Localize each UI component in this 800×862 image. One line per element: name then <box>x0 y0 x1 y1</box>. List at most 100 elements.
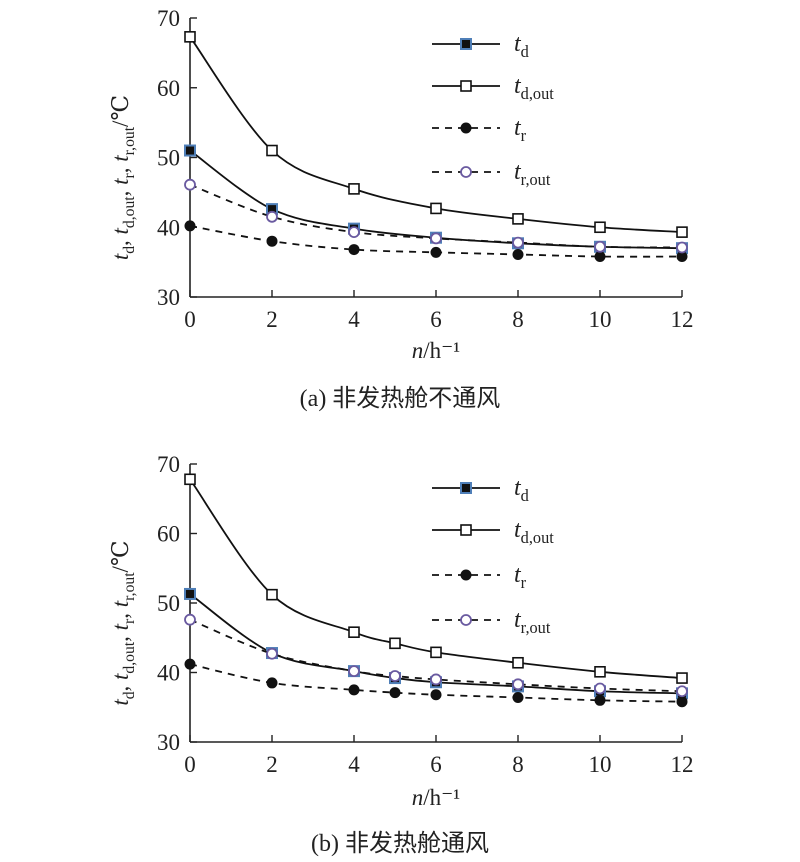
data-point <box>266 144 278 157</box>
data-point <box>676 685 688 698</box>
data-point <box>348 684 360 696</box>
data-point <box>676 696 688 708</box>
data-point <box>184 587 196 600</box>
legend-entry: tr <box>432 562 527 592</box>
data-point <box>512 213 524 225</box>
y-tick-label: 30 <box>157 285 180 310</box>
x-tick-label: 8 <box>512 307 524 332</box>
legend-label: tr <box>514 115 527 145</box>
data-point <box>266 647 278 660</box>
x-tick-label: 6 <box>430 307 442 332</box>
data-point <box>512 248 524 260</box>
data-point <box>594 251 606 263</box>
data-point <box>594 682 606 695</box>
legend-label: tr,out <box>514 607 551 637</box>
data-point <box>266 235 278 247</box>
legend-marker <box>460 166 472 178</box>
data-point <box>348 665 360 678</box>
data-point <box>512 678 524 691</box>
data-point <box>594 221 606 234</box>
y-tick-label: 40 <box>157 215 180 240</box>
y-tick-label: 70 <box>157 6 180 31</box>
legend-entry: td,out <box>432 73 554 103</box>
data-point <box>348 226 360 239</box>
legend-entry: tr,out <box>432 607 551 637</box>
x-tick-label: 4 <box>348 307 360 332</box>
series-t-d-out <box>184 31 688 238</box>
y-axis-label-group: td, td,out, tr, tr,out/℃ <box>108 95 138 260</box>
y-tick-label: 60 <box>157 522 180 547</box>
series-t-r <box>184 220 688 263</box>
chart-a: 30 40 50 60 70 0 2 4 6 8 10 12 n/h⁻¹ td, td,out, tr, … <box>108 6 694 363</box>
legend-marker <box>460 122 472 134</box>
x-tick-label: 0 <box>184 752 196 777</box>
legend-label: td,out <box>514 517 554 547</box>
data-point <box>430 689 442 701</box>
data-point <box>594 666 606 678</box>
y-tick-label: 50 <box>157 591 180 616</box>
data-point <box>184 658 196 670</box>
legend-marker <box>460 614 472 626</box>
x-tick-label: 12 <box>671 307 694 332</box>
data-point <box>594 240 606 253</box>
data-point <box>512 692 524 704</box>
data-point <box>676 251 688 263</box>
legend-label: td,out <box>514 73 554 103</box>
caption-b: (b) 非发热舱通风 <box>311 831 489 857</box>
series-t-d-out <box>184 473 688 684</box>
legend-entry: tr,out <box>432 159 551 189</box>
data-point <box>348 183 360 195</box>
y-tick-label: 30 <box>157 730 180 755</box>
data-point <box>184 178 196 191</box>
legend-label: td <box>514 475 529 505</box>
data-point <box>348 626 360 638</box>
data-point <box>389 637 401 650</box>
x-tick-label: 12 <box>671 752 694 777</box>
legend-entry: td <box>432 31 529 61</box>
series-t-r <box>184 658 688 708</box>
y-axis-label: td, td,out, tr, tr,out/℃ <box>108 540 138 705</box>
legend-label: td <box>514 31 529 61</box>
data-point <box>389 670 401 682</box>
data-point <box>430 232 442 245</box>
x-tick-label: 10 <box>589 752 612 777</box>
y-tick-label: 40 <box>157 661 180 686</box>
legend-label: tr <box>514 562 527 592</box>
legend-entry: tr <box>432 115 527 145</box>
x-tick-label: 4 <box>348 752 360 777</box>
y-tick-label: 70 <box>157 452 180 477</box>
data-point <box>184 473 196 486</box>
x-tick-label: 0 <box>184 307 196 332</box>
data-point <box>348 244 360 256</box>
legend-entry: td <box>432 475 529 505</box>
data-point <box>389 687 401 699</box>
data-point <box>184 613 196 626</box>
data-point <box>430 202 442 215</box>
data-point <box>430 673 442 686</box>
data-point <box>184 144 196 157</box>
data-point <box>594 694 606 706</box>
data-point <box>266 210 278 223</box>
y-tick-label: 60 <box>157 76 180 101</box>
legend-marker <box>460 569 472 581</box>
x-tick-label: 2 <box>266 752 278 777</box>
x-axis-label: n/h⁻¹ <box>412 785 461 810</box>
data-point <box>676 241 688 254</box>
data-point <box>184 31 196 43</box>
data-point <box>266 588 278 601</box>
legend-marker <box>460 524 472 536</box>
x-tick-label: 6 <box>430 752 442 777</box>
data-point <box>512 656 524 669</box>
data-point <box>676 672 688 684</box>
legend-marker <box>460 38 472 50</box>
data-point <box>512 236 524 249</box>
x-tick-label: 2 <box>266 307 278 332</box>
data-point <box>430 646 442 659</box>
y-tick-label: 50 <box>157 146 180 171</box>
legend-marker <box>460 80 472 92</box>
y-axis-label-group: td, td,out, tr, tr,out/℃ <box>108 540 138 705</box>
caption-a: (a) 非发热舱不通风 <box>299 386 501 412</box>
x-tick-label: 8 <box>512 752 524 777</box>
x-tick-label: 10 <box>589 307 612 332</box>
